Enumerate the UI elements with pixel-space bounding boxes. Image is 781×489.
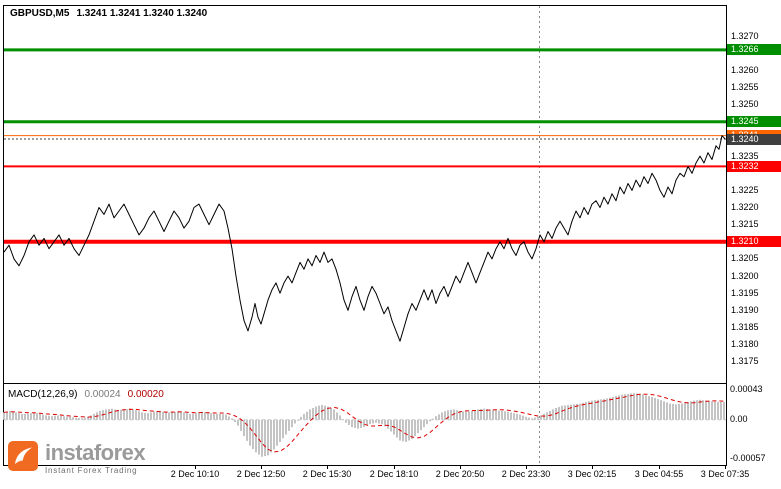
watermark-tagline: Instant Forex Trading [45, 466, 138, 475]
price-axis-label: 1.3255 [731, 82, 759, 93]
price-axis-label: 1.3235 [731, 150, 759, 161]
price-level-badge: 1.3210 [727, 236, 781, 248]
time-axis-label: 2 Dec 15:30 [302, 469, 352, 479]
macd-axis-max-label: 0.00043 [730, 384, 763, 394]
price-axis-label: 1.3260 [731, 64, 759, 75]
time-axis-label: 3 Dec 02:15 [567, 469, 617, 479]
price-axis-label: 1.3250 [731, 99, 759, 110]
macd-indicator-label: MACD(12,26,9) [8, 389, 78, 400]
time-axis-label: 2 Dec 18:10 [369, 469, 419, 479]
price-axis-label: 1.3215 [731, 219, 759, 230]
price-level-badge: 1.3240 [727, 133, 781, 145]
macd-indicator-header: MACD(12,26,9) 0.00024 0.00020 [8, 389, 164, 400]
price-level-badge: 1.3245 [727, 116, 781, 128]
time-axis-label: 2 Dec 12:50 [236, 469, 286, 479]
price-axis-label: 1.3220 [731, 202, 759, 212]
time-axis-label: 2 Dec 23:30 [501, 469, 551, 479]
price-level-badge: 1.3266 [727, 44, 781, 56]
time-axis-label: 2 Dec 20:50 [435, 469, 485, 479]
time-axis-label: 3 Dec 04:55 [634, 469, 684, 479]
price-level-badge: 1.3232 [727, 160, 781, 172]
price-axis-label: 1.3200 [731, 270, 759, 281]
price-axis-label: 1.3205 [731, 253, 759, 264]
ohlc-values: 1.3241 1.3241 1.3240 1.3240 [76, 8, 208, 19]
price-axis-label: 1.3225 [731, 184, 759, 195]
price-axis-label: 1.3195 [731, 287, 759, 298]
price-axis-label: 1.3180 [731, 339, 759, 350]
instaforex-logo-icon [8, 441, 38, 471]
macd-histogram-value: 0.00024 [84, 389, 121, 400]
price-axis-label: 1.3270 [731, 30, 759, 41]
price-axis-label: 1.3190 [731, 304, 759, 315]
time-axis-label: 3 Dec 07:35 [700, 469, 750, 479]
symbol-timeframe-label: GBPUSD,M5 [10, 8, 70, 19]
price-axis-label: 1.3175 [731, 356, 759, 367]
macd-signal-value: 0.00020 [127, 389, 164, 400]
macd-axis-min-label: -0.00057 [730, 453, 766, 463]
instaforex-watermark: instaforex Instant Forex Trading [8, 440, 146, 475]
price-axis-label: 1.3185 [731, 322, 759, 332]
ohlc-header: GBPUSD,M5 1.3241 1.3241 1.3240 1.3240 [10, 8, 207, 19]
time-axis-label: 2 Dec 10:10 [170, 469, 220, 479]
macd-axis-zero-label: 0.00 [730, 414, 748, 424]
watermark-brand: instaforex [45, 440, 146, 465]
